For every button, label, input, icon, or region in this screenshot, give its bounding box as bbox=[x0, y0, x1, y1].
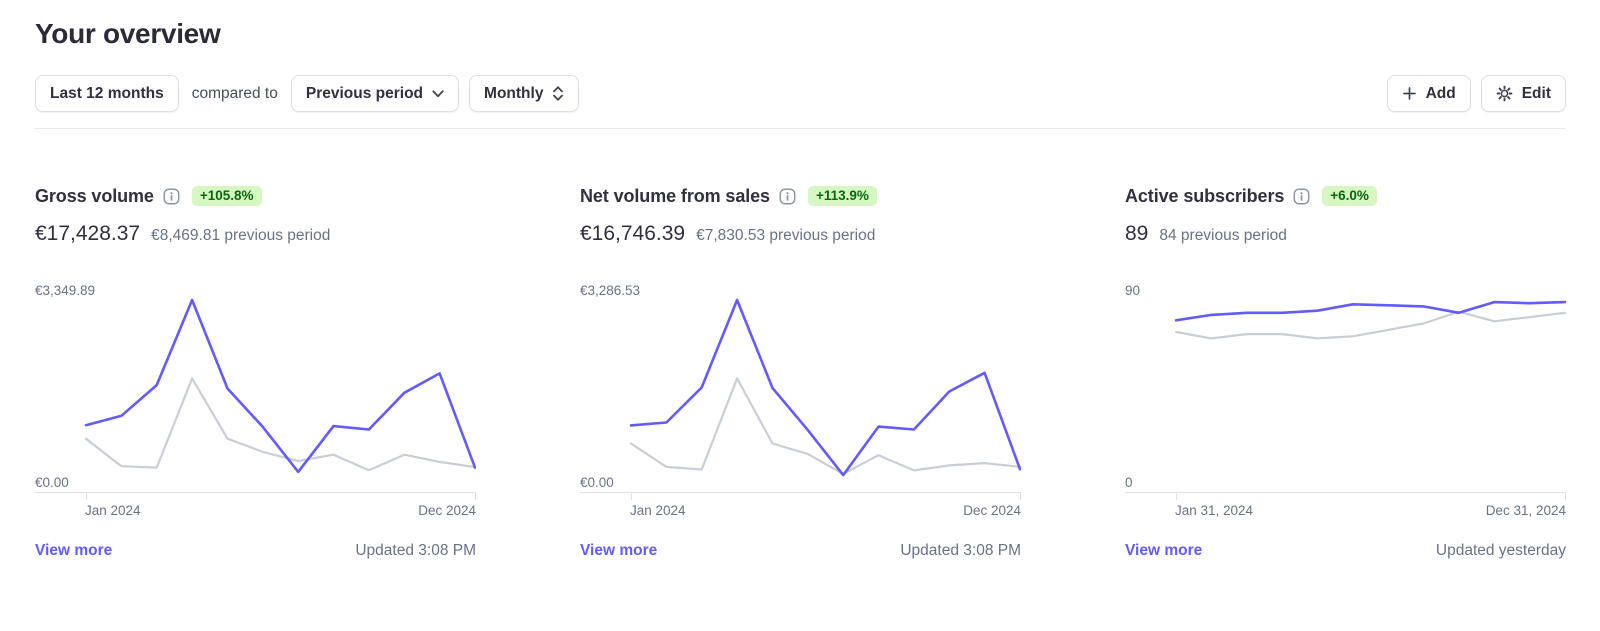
card-title: Active subscribers bbox=[1125, 185, 1285, 206]
updated-timestamp: Updated yesterday bbox=[1435, 542, 1566, 559]
granularity-select[interactable]: Monthly bbox=[469, 75, 580, 112]
view-more-link[interactable]: View more bbox=[580, 542, 658, 559]
view-more-link[interactable]: View more bbox=[1125, 542, 1203, 559]
previous-period-line bbox=[84, 377, 477, 472]
x-start-label: Jan 2024 bbox=[630, 503, 686, 518]
page-title: Your overview bbox=[35, 18, 221, 49]
comparison-period-select[interactable]: Previous period bbox=[290, 75, 460, 112]
gross-volume-chart-svg: €3,349.89 €0.00 Jan 2024 Dec 2024 bbox=[35, 283, 477, 518]
add-button-label: Add bbox=[1425, 84, 1456, 102]
current-period-line bbox=[1174, 300, 1567, 322]
x-end-label: Dec 2024 bbox=[963, 503, 1021, 518]
plus-icon bbox=[1402, 86, 1417, 101]
y-max-label: €3,286.53 bbox=[580, 283, 640, 298]
section-divider bbox=[35, 128, 1566, 129]
chevron-down-icon bbox=[432, 89, 444, 98]
change-badge: +113.9% bbox=[807, 185, 877, 207]
previous-period-value: €7,830.53 previous period bbox=[696, 227, 876, 244]
change-badge: +6.0% bbox=[1322, 185, 1377, 207]
metric-value: €16,746.39 bbox=[580, 222, 686, 245]
active-subscribers-chart: 90 0 Jan 31, 2024 Dec 31, 2024 bbox=[1125, 270, 1566, 520]
compared-to-label: compared to bbox=[191, 84, 278, 102]
updated-timestamp: Updated 3:08 PM bbox=[900, 542, 1021, 559]
sort-arrows-icon bbox=[552, 85, 564, 102]
previous-period-line bbox=[629, 377, 1022, 475]
x-end-label: Dec 31, 2024 bbox=[1486, 503, 1566, 518]
y-max-label: 90 bbox=[1125, 283, 1140, 298]
y-zero-label: €0.00 bbox=[580, 475, 614, 490]
info-icon[interactable] bbox=[1293, 188, 1310, 205]
metric-card-net-volume: Net volume from sales +113.9% €16,746.39… bbox=[580, 184, 1021, 560]
change-badge: +105.8% bbox=[191, 185, 262, 207]
x-start-label: Jan 31, 2024 bbox=[1175, 503, 1254, 518]
add-button[interactable]: Add bbox=[1386, 75, 1471, 112]
active-subscribers-chart-svg: 90 0 Jan 31, 2024 Dec 31, 2024 bbox=[1125, 283, 1567, 518]
metric-value: €17,428.37 bbox=[35, 222, 141, 245]
gross-volume-chart: €3,349.89 €0.00 Jan 2024 Dec 2024 bbox=[35, 270, 476, 520]
previous-period-line bbox=[1174, 310, 1567, 340]
y-zero-label: 0 bbox=[1125, 475, 1133, 490]
metric-cards-row: Gross volume +105.8% €17,428.37 €8,469.8… bbox=[35, 184, 1566, 560]
current-period-line bbox=[629, 298, 1022, 477]
y-max-label: €3,349.89 bbox=[35, 283, 95, 298]
overview-page: Your overview Last 12 months compared to… bbox=[0, 16, 1600, 560]
net-volume-chart: €3,286.53 €0.00 Jan 2024 Dec 2024 bbox=[580, 270, 1021, 520]
info-icon[interactable] bbox=[779, 188, 796, 205]
granularity-label: Monthly bbox=[484, 84, 544, 102]
comparison-period-label: Previous period bbox=[305, 84, 424, 102]
date-range-button[interactable]: Last 12 months bbox=[35, 75, 179, 112]
x-end-label: Dec 2024 bbox=[418, 503, 476, 518]
previous-period-value: 84 previous period bbox=[1159, 227, 1287, 244]
gear-icon bbox=[1496, 85, 1513, 102]
edit-button-label: Edit bbox=[1521, 84, 1551, 102]
metric-card-gross-volume: Gross volume +105.8% €17,428.37 €8,469.8… bbox=[35, 184, 476, 560]
current-period-line bbox=[84, 298, 477, 474]
date-range-label: Last 12 months bbox=[50, 84, 164, 102]
edit-button[interactable]: Edit bbox=[1480, 75, 1566, 112]
card-title: Gross volume bbox=[35, 185, 154, 206]
view-more-link[interactable]: View more bbox=[35, 542, 113, 559]
metric-value: 89 bbox=[1125, 222, 1149, 245]
metric-card-active-subscribers: Active subscribers +6.0% 89 84 previous … bbox=[1125, 184, 1566, 560]
net-volume-from-sales-chart-svg: €3,286.53 €0.00 Jan 2024 Dec 2024 bbox=[580, 283, 1022, 518]
updated-timestamp: Updated 3:08 PM bbox=[355, 542, 476, 559]
y-zero-label: €0.00 bbox=[35, 475, 69, 490]
x-start-label: Jan 2024 bbox=[85, 503, 141, 518]
card-title: Net volume from sales bbox=[580, 185, 770, 206]
info-icon[interactable] bbox=[163, 188, 180, 205]
filters-toolbar: Last 12 months compared to Previous peri… bbox=[35, 75, 1566, 112]
previous-period-value: €8,469.81 previous period bbox=[151, 227, 331, 244]
